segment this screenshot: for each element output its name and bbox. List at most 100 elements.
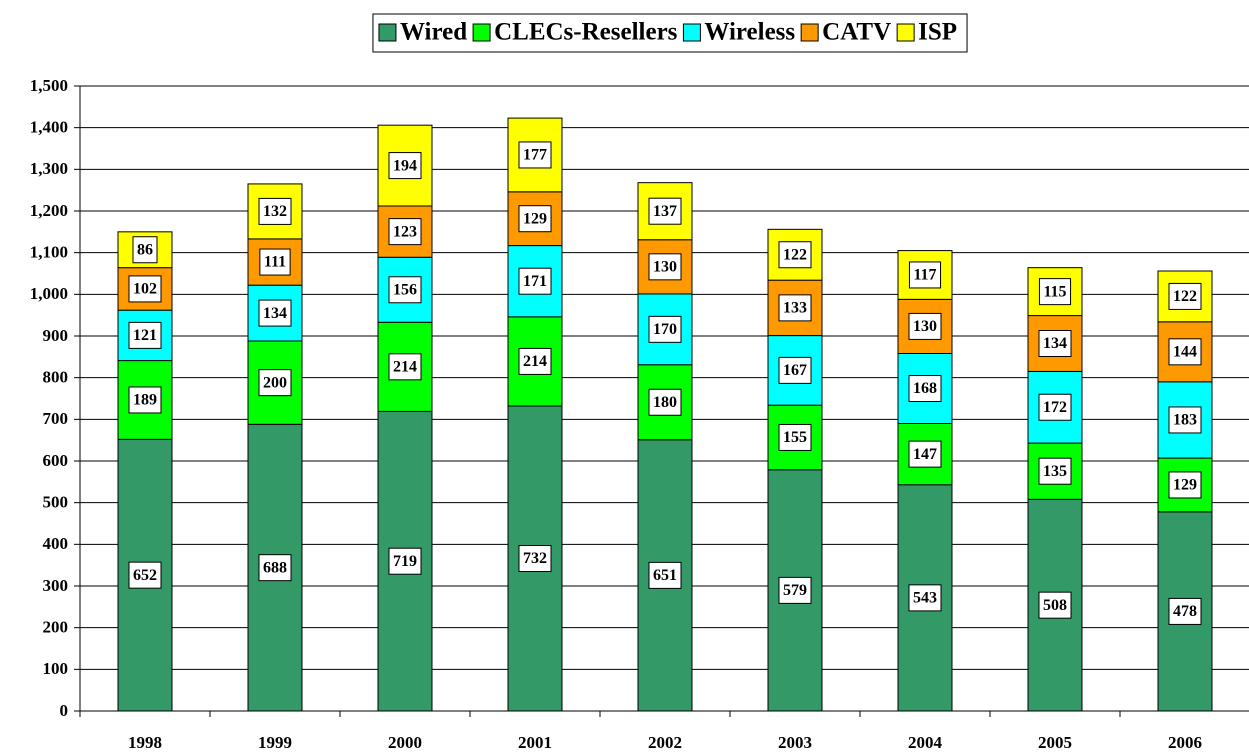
data-label-box (518, 347, 552, 375)
data-label: 170 (653, 321, 677, 338)
data-label-box (908, 440, 942, 468)
data-label-box (778, 241, 812, 269)
data-label-box (648, 388, 682, 416)
legend-label: CATV (822, 19, 891, 46)
data-label-box (908, 584, 942, 612)
data-label-box (258, 197, 292, 225)
legend-label: CLECs-Resellers (494, 19, 678, 46)
data-label-box (1038, 457, 1072, 485)
data-label-box (778, 423, 812, 451)
data-label-box (1038, 591, 1072, 619)
y-tick-label: 0 (60, 701, 69, 720)
y-tick-label: 600 (43, 451, 69, 470)
legend-swatch (472, 23, 491, 42)
data-label: 132 (263, 203, 287, 220)
y-tick-label: 1,200 (30, 201, 68, 220)
data-label: 133 (783, 300, 807, 317)
data-label: 144 (1173, 344, 1197, 361)
bar-segment (637, 439, 693, 712)
data-label: 122 (1173, 288, 1197, 305)
x-tick-label: 2003 (778, 733, 812, 752)
data-label-box (648, 315, 682, 343)
data-label: 508 (1043, 597, 1067, 614)
legend-label: ISP (918, 19, 957, 46)
x-tick-label: 2002 (648, 733, 682, 752)
data-label: 214 (393, 359, 417, 376)
data-label-box (128, 561, 162, 589)
data-label: 155 (783, 429, 807, 446)
x-tick-label: 2005 (1038, 733, 1072, 752)
data-label-box (778, 294, 812, 322)
data-label-box (258, 554, 292, 582)
data-label-box (1168, 282, 1202, 310)
data-label-box (128, 275, 162, 303)
data-label: 478 (1173, 603, 1197, 620)
y-tick-label: 800 (43, 368, 69, 387)
bar-segment (767, 404, 823, 471)
data-label-box (388, 547, 422, 575)
data-label-box (128, 321, 162, 349)
data-label: 102 (133, 281, 157, 298)
data-label: 183 (1173, 412, 1197, 429)
data-label-box (908, 375, 942, 402)
data-label-box (1038, 393, 1072, 421)
legend-label: Wired (400, 19, 467, 46)
legend-label: Wireless (704, 19, 795, 46)
data-label: 123 (393, 223, 417, 240)
data-label: 194 (393, 157, 417, 174)
data-label-box (648, 197, 682, 225)
data-label-box (778, 356, 812, 384)
y-tick-label: 300 (43, 576, 69, 595)
data-label: 688 (263, 559, 287, 576)
data-label: 111 (264, 254, 286, 271)
data-label-box (1168, 406, 1202, 434)
legend: Wired CLECs-Resellers Wireless CATV ISP (372, 13, 968, 53)
data-label-box (1038, 330, 1072, 357)
data-label-box (258, 299, 292, 327)
data-label-box (778, 576, 812, 604)
y-tick-label: 1,100 (30, 243, 68, 262)
y-tick-label: 200 (43, 618, 69, 637)
bar-segment (247, 340, 303, 425)
data-label-box (128, 386, 162, 414)
x-tick-label: 2001 (518, 733, 552, 752)
data-label: 129 (523, 210, 547, 227)
x-tick-label: 2000 (388, 733, 422, 752)
y-tick-label: 700 (43, 409, 69, 428)
data-label-box (1168, 338, 1202, 366)
data-label-box (258, 369, 292, 397)
data-label-box (388, 152, 422, 180)
data-label: 651 (653, 567, 677, 584)
x-tick-label: 2004 (908, 733, 943, 752)
x-tick-label: 1998 (128, 733, 162, 752)
data-label-box (259, 248, 291, 276)
data-label: 130 (913, 318, 937, 335)
data-label-box (388, 276, 422, 304)
data-label: 172 (1043, 399, 1067, 416)
data-label: 579 (783, 582, 807, 599)
data-label: 719 (393, 553, 417, 570)
data-label: 543 (913, 590, 937, 607)
data-label: 167 (783, 362, 807, 379)
legend-swatch (800, 23, 819, 42)
x-tick-label: 2006 (1168, 733, 1202, 752)
y-tick-label: 1,500 (30, 76, 68, 95)
data-label-box (908, 261, 942, 289)
legend-swatch (896, 23, 915, 42)
y-tick-label: 900 (43, 326, 69, 345)
x-tick-label: 1999 (258, 733, 292, 752)
data-label: 134 (263, 305, 287, 322)
data-label: 137 (653, 203, 677, 220)
data-label: 122 (783, 246, 807, 263)
y-tick-label: 1,000 (30, 284, 68, 303)
data-label: 129 (1173, 477, 1197, 494)
data-label: 156 (393, 281, 417, 298)
data-label: 177 (523, 147, 547, 164)
data-label-box (908, 312, 942, 340)
legend-swatch (378, 23, 397, 42)
legend-box (372, 13, 968, 53)
data-label: 117 (913, 267, 936, 284)
data-label: 130 (653, 259, 677, 276)
data-label-box (518, 267, 552, 295)
